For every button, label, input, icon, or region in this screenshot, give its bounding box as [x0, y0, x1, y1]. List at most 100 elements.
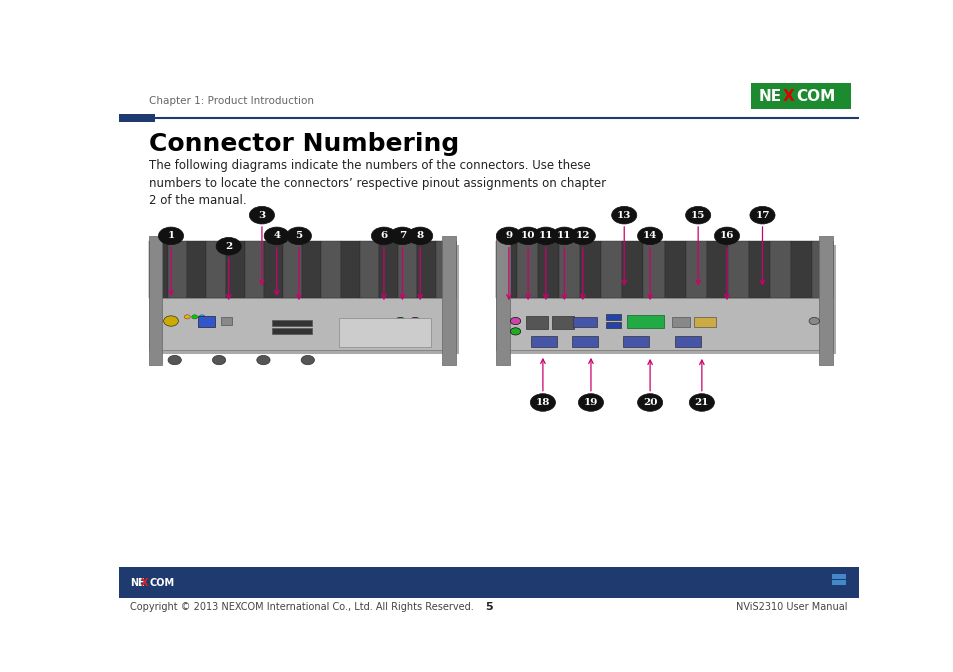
Text: 2: 2	[225, 242, 232, 251]
Bar	[119, 114, 154, 122]
Circle shape	[199, 314, 205, 319]
Text: NE: NE	[758, 89, 781, 103]
Bar	[811, 241, 832, 298]
Text: X: X	[781, 89, 794, 103]
Circle shape	[264, 227, 289, 245]
Bar	[272, 328, 312, 335]
Bar	[579, 241, 600, 298]
Text: 16: 16	[719, 231, 734, 241]
Circle shape	[301, 355, 314, 365]
Circle shape	[192, 314, 197, 319]
Bar	[748, 241, 769, 298]
Bar	[531, 336, 557, 347]
Circle shape	[216, 237, 241, 255]
Text: 11: 11	[557, 231, 571, 241]
Bar	[283, 241, 302, 298]
Text: 19: 19	[583, 398, 598, 407]
Bar	[769, 241, 790, 298]
Bar	[600, 241, 621, 298]
Bar	[831, 580, 838, 585]
Bar	[606, 322, 620, 328]
Bar	[397, 241, 416, 298]
Circle shape	[749, 206, 774, 224]
Text: 17: 17	[755, 211, 769, 220]
Bar	[839, 580, 845, 585]
Bar	[706, 241, 727, 298]
Bar	[264, 241, 283, 298]
Circle shape	[611, 206, 637, 224]
Bar	[671, 317, 689, 327]
Bar	[831, 574, 838, 579]
Circle shape	[249, 206, 274, 224]
Text: 11: 11	[538, 231, 553, 241]
Circle shape	[510, 317, 520, 325]
Bar	[626, 315, 663, 328]
Bar	[685, 241, 706, 298]
Bar	[225, 241, 245, 298]
Bar	[571, 336, 597, 347]
Circle shape	[685, 206, 710, 224]
Bar	[378, 241, 397, 298]
Circle shape	[808, 317, 819, 325]
Circle shape	[286, 227, 311, 245]
Bar	[245, 241, 264, 298]
Bar	[573, 317, 597, 327]
Bar	[558, 241, 579, 298]
Circle shape	[407, 227, 433, 245]
Circle shape	[533, 227, 558, 245]
Circle shape	[515, 227, 540, 245]
Text: 12: 12	[575, 231, 590, 241]
Circle shape	[530, 394, 555, 411]
Bar	[442, 236, 456, 366]
Text: 5: 5	[295, 231, 302, 241]
Text: 15: 15	[690, 211, 704, 220]
Circle shape	[371, 227, 396, 245]
Bar	[220, 317, 232, 325]
Text: 20: 20	[642, 398, 657, 407]
Bar	[623, 336, 649, 347]
Bar	[149, 241, 168, 298]
Circle shape	[390, 227, 415, 245]
Bar	[496, 236, 509, 366]
Circle shape	[551, 227, 577, 245]
Text: 21: 21	[694, 398, 708, 407]
Bar	[206, 241, 225, 298]
Text: COM: COM	[795, 89, 834, 103]
Circle shape	[637, 394, 662, 411]
Text: 2 of the manual.: 2 of the manual.	[149, 194, 246, 208]
Circle shape	[213, 355, 226, 365]
Bar	[359, 241, 378, 298]
Circle shape	[256, 355, 270, 365]
Circle shape	[496, 227, 521, 245]
Bar	[517, 241, 537, 298]
Text: Copyright © 2013 NEXCOM International Co., Ltd. All Rights Reserved.: Copyright © 2013 NEXCOM International Co…	[131, 602, 474, 612]
Circle shape	[637, 227, 662, 245]
Text: numbers to locate the connectors’ respective pinout assignments on chapter: numbers to locate the connectors’ respec…	[149, 177, 605, 190]
Text: 5: 5	[485, 602, 492, 612]
Text: 10: 10	[520, 231, 535, 241]
Bar	[675, 336, 700, 347]
Circle shape	[158, 227, 183, 245]
Bar	[643, 241, 664, 298]
Bar	[499, 245, 836, 354]
Text: 8: 8	[416, 231, 423, 241]
Text: COM: COM	[150, 577, 174, 587]
Text: X: X	[140, 577, 148, 587]
Circle shape	[184, 314, 190, 319]
Bar	[496, 241, 832, 349]
Bar	[525, 316, 547, 329]
Circle shape	[510, 328, 520, 335]
Bar	[152, 245, 458, 354]
Bar	[340, 241, 359, 298]
Bar	[819, 236, 832, 366]
Circle shape	[395, 317, 405, 325]
Text: The following diagrams indicate the numbers of the connectors. Use these: The following diagrams indicate the numb…	[149, 159, 590, 172]
Bar	[149, 241, 456, 349]
Bar	[664, 241, 685, 298]
Text: 9: 9	[505, 231, 512, 241]
Bar	[790, 241, 811, 298]
Bar	[839, 574, 845, 579]
Circle shape	[714, 227, 739, 245]
Bar	[321, 241, 340, 298]
Bar	[168, 241, 187, 298]
